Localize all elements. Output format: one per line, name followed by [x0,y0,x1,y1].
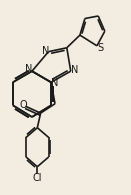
Text: S: S [97,43,103,53]
Text: Cl: Cl [33,173,42,183]
Text: N: N [51,78,59,88]
Text: N: N [42,46,49,56]
Text: N: N [25,64,32,74]
Text: N: N [71,65,78,75]
Text: O: O [19,100,27,110]
